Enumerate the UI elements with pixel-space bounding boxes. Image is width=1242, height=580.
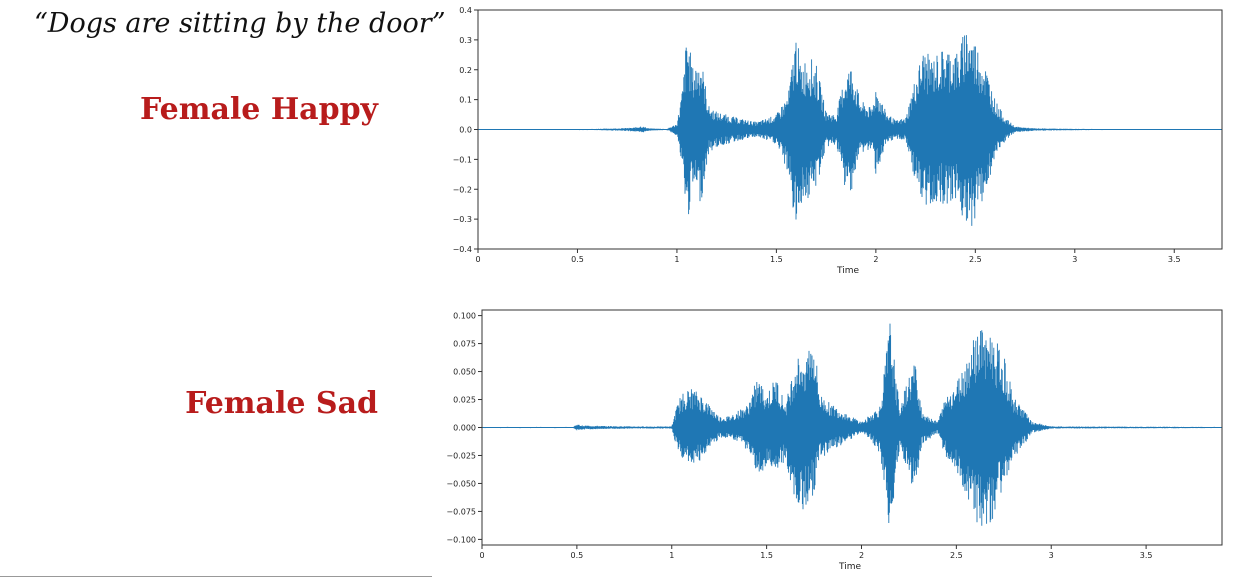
y-tick-label: −0.2 xyxy=(453,185,472,194)
x-tick-label: 2.5 xyxy=(969,255,982,264)
x-tick-label: 3.5 xyxy=(1140,551,1153,560)
x-tick-label: 3 xyxy=(1049,551,1054,560)
y-tick-label: 0.100 xyxy=(453,312,476,321)
y-tick-label: 0.3 xyxy=(459,36,472,45)
y-tick-label: 0.1 xyxy=(459,96,472,105)
quote-text: “Dogs are sitting by the door” xyxy=(34,8,446,39)
x-tick-label: 1 xyxy=(669,551,674,560)
y-tick-label: 0.4 xyxy=(459,6,472,15)
waveform-series xyxy=(477,35,1222,226)
x-tick-label: 0 xyxy=(475,255,480,264)
waveform-chart-happy: 0 0.5 1 1.5 2 2.5 3 3.5 0.4 0.3 0.2 0.1 0.0 −0.1 −0.2 −… xyxy=(453,6,1223,276)
waveform-chart-sad: 0 0.5 1 1.5 2 2.5 3 3.5 0.100 0.075 0.050 0.025 0.00… xyxy=(446,309,1223,572)
y-tick-label: 0.025 xyxy=(453,396,476,405)
x-tick-label: 2 xyxy=(873,255,878,264)
x-tick-label: 1 xyxy=(674,255,679,264)
x-tick-label: 0 xyxy=(479,551,484,560)
y-tick-label: 0.000 xyxy=(453,424,476,433)
x-tick-label: 0.5 xyxy=(571,551,584,560)
y-tick-label: −0.100 xyxy=(446,535,476,544)
y-tick-label: −0.1 xyxy=(453,155,472,164)
y-tick-label: 0.050 xyxy=(453,368,476,377)
y-tick-label: 0.075 xyxy=(453,340,476,349)
x-tick-label: 3.5 xyxy=(1168,255,1181,264)
y-tick-label: −0.3 xyxy=(453,215,472,224)
y-tick-label: −0.075 xyxy=(446,507,476,516)
x-axis-title: Time xyxy=(836,266,859,276)
x-tick-label: 1.5 xyxy=(770,255,783,264)
y-tick-label: 0.0 xyxy=(459,126,472,135)
y-tick-label: −0.4 xyxy=(453,245,472,254)
x-tick-label: 2 xyxy=(859,551,864,560)
x-tick-label: 0.5 xyxy=(571,255,584,264)
label-female-happy: Female Happy xyxy=(139,92,378,127)
x-tick-label: 3 xyxy=(1072,255,1077,264)
x-tick-label: 1.5 xyxy=(760,551,773,560)
y-tick-label: −0.050 xyxy=(446,479,476,488)
x-tick-label: 2.5 xyxy=(950,551,963,560)
y-tick-label: −0.025 xyxy=(446,451,476,460)
y-tick-label: 0.2 xyxy=(459,66,472,75)
divider-line xyxy=(0,576,432,577)
waveform-series xyxy=(481,323,1223,526)
label-female-sad: Female Sad xyxy=(185,386,378,421)
x-axis-title: Time xyxy=(838,562,861,572)
